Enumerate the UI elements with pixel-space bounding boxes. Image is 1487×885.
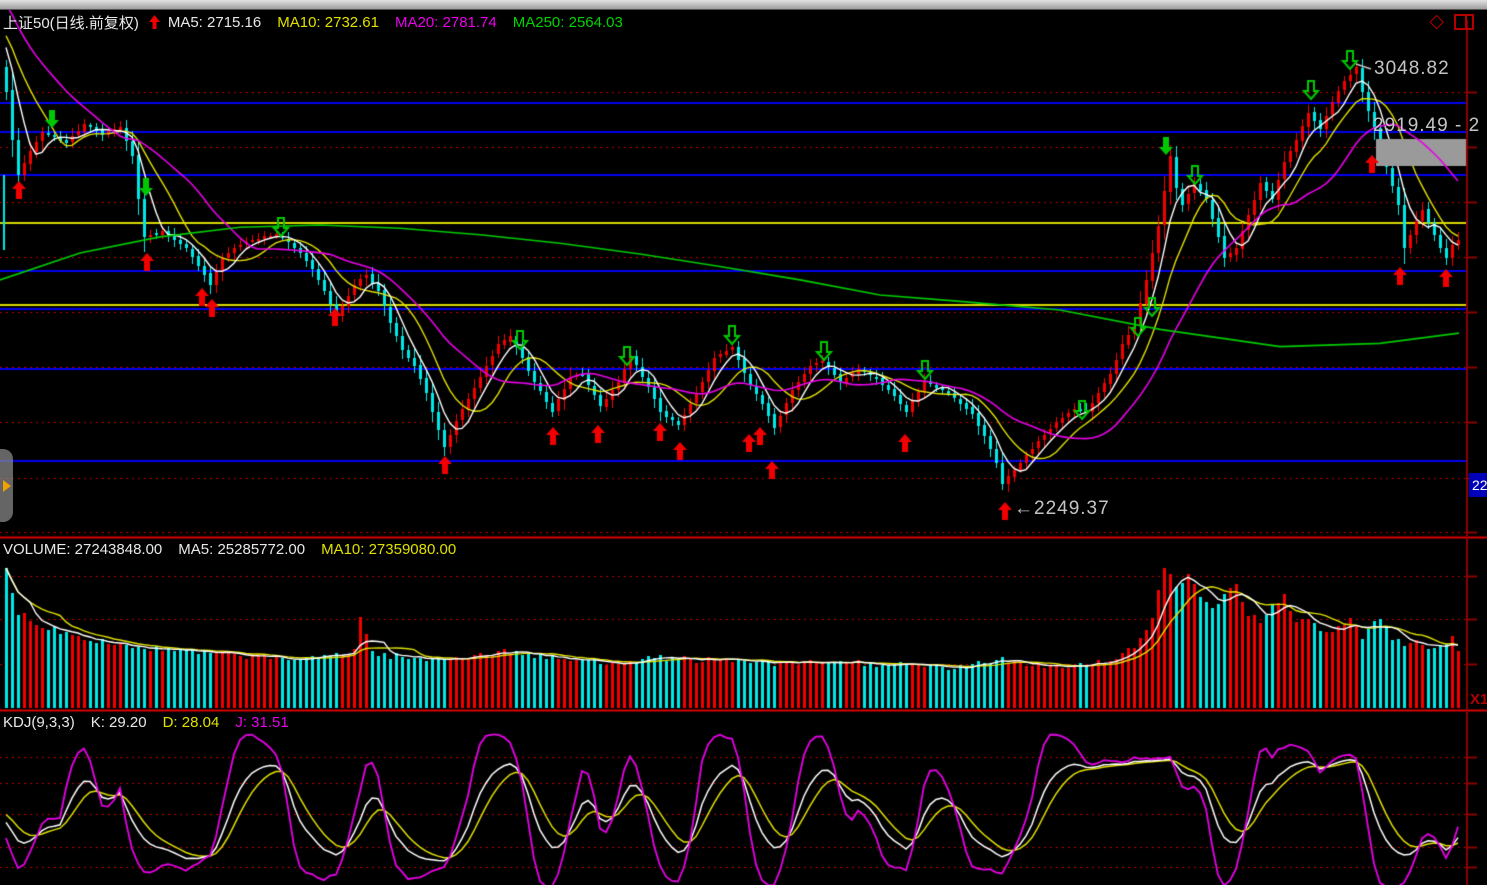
chart-title: 上证50(日线.前复权): [3, 14, 139, 32]
annotation-peak-price: 3048.82: [1374, 58, 1450, 79]
expand-arrow-icon: [2, 479, 11, 492]
volume-scale-note: X1: [1470, 691, 1487, 708]
volume-panel-header: VOLUME: 27243848.00 MA5: 25285772.00 MA1…: [0, 539, 1487, 559]
volume-ma10-value: MA10: 27359080.00: [321, 540, 457, 558]
annotation-price-range: 2919.49 - 2: [1373, 115, 1481, 136]
ma10-value: MA10: 2732.61: [277, 13, 379, 31]
volume-value: VOLUME: 27243848.00: [3, 540, 163, 558]
kdj-label: KDJ(9,3,3): [3, 713, 75, 731]
volume-ma5-value: MA5: 25285772.00: [178, 540, 306, 558]
price-axis-badge: 22: [1469, 473, 1487, 497]
ma5-value: MA5: 2715.16: [167, 13, 262, 31]
diamond-icon[interactable]: ◇: [1429, 11, 1444, 32]
annotation-low-price: ←2249.37: [1014, 498, 1110, 519]
kdj-j-value: J: 31.51: [235, 713, 289, 731]
main-chart-header: 上证50(日线.前复权) MA5: 2715.16 MA10: 2732.61 …: [0, 10, 1487, 34]
up-arrow-icon: [148, 15, 160, 29]
kdj-d-value: D: 28.04: [162, 713, 220, 731]
ma250-value: MA250: 2564.03: [512, 13, 623, 31]
left-panel-toggle[interactable]: [0, 449, 13, 522]
kdj-k-value: K: 29.20: [90, 713, 147, 731]
ma20-value: MA20: 2781.74: [395, 13, 497, 31]
window-top-strip: [0, 0, 1487, 10]
split-window-icon[interactable]: [1454, 14, 1474, 30]
kdj-panel-header: KDJ(9,3,3) K: 29.20 D: 28.04 J: 31.51: [0, 712, 1487, 732]
